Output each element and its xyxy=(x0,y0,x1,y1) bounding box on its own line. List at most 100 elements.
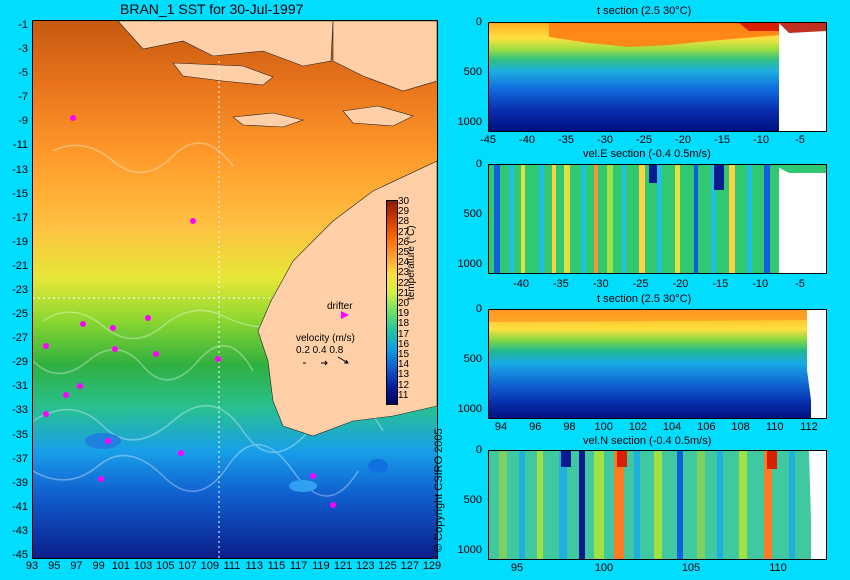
lat-tick-label: -27 xyxy=(12,332,28,345)
lat-tick-label: -33 xyxy=(12,404,28,417)
section-3-x-tick: 102 xyxy=(628,421,648,433)
lon-tick-label: 113 xyxy=(245,560,263,572)
drifter-label: drifter xyxy=(327,301,353,312)
section-1-title: t section (2.5 30°C) xyxy=(597,5,692,17)
section-2-y-axis: 0 500 1000 xyxy=(450,158,486,278)
lon-tick-label: 101 xyxy=(111,560,131,572)
section-3-x-tick: 108 xyxy=(731,421,750,433)
lon-tick-label: 115 xyxy=(267,560,286,572)
colorbar-tick-label: 18 xyxy=(398,318,410,330)
section-1-x-tick: -15 xyxy=(714,134,730,146)
lon-tick-label: 129 xyxy=(422,560,442,572)
section-4-x-tick: 100 xyxy=(594,562,614,574)
lon-tick-label: 103 xyxy=(133,560,153,572)
section-3-x-tick: 104 xyxy=(662,421,682,433)
colorbar-tick-label: 16 xyxy=(398,338,410,350)
section-1-x-tick: -40 xyxy=(519,134,535,146)
colorbar-tick-label: 30 xyxy=(398,196,410,207)
section-4-title: vel.N section (-0.4 0.5m/s) xyxy=(583,435,712,447)
section-4-plot xyxy=(488,450,827,560)
lat-tick-label: -23 xyxy=(12,284,28,296)
lon-tick-label: 95 xyxy=(48,560,61,572)
section-2-x-tick: -40 xyxy=(513,278,529,290)
colorbar-tick-label: 14 xyxy=(398,359,410,371)
lon-tick-label: 97 xyxy=(70,560,83,572)
colorbar-tick-label: 12 xyxy=(398,379,410,391)
lat-tick-label: -3 xyxy=(18,43,28,56)
lon-tick-label: 107 xyxy=(178,560,197,572)
lon-tick-label: 105 xyxy=(156,560,175,572)
lat-tick-label: -11 xyxy=(12,139,28,152)
velocity-label: velocity (m/s) xyxy=(296,333,355,344)
section-2-title: vel.E section (-0.4 0.5m/s) xyxy=(583,148,711,160)
drifter-markers xyxy=(43,115,336,508)
drifter-legend-marker xyxy=(341,311,349,319)
section-1-plot xyxy=(488,22,827,132)
lat-tick-label: -13 xyxy=(12,163,28,176)
colorbar-tick-label: 13 xyxy=(398,369,410,381)
lon-tick-label: 121 xyxy=(333,560,353,572)
section-3-y-tick: 0 xyxy=(475,303,482,315)
section-1-y-tick: 1000 xyxy=(457,116,482,128)
lon-tick-label: 111 xyxy=(223,560,241,572)
velocity-e-stripes xyxy=(494,165,770,273)
colorbar-tick-label: 25 xyxy=(398,247,410,258)
section-2-x-tick: -25 xyxy=(632,278,649,290)
lon-tick-label: 93 xyxy=(25,560,39,572)
latitude-axis: -1 -3 -5 -7 -9 -11 -13 -15 -17 -19 -21 -23 -25 -27 -29… xyxy=(2,19,30,561)
section-2-x-tick: -5 xyxy=(795,278,805,290)
section-2-x-tick: -15 xyxy=(712,278,729,290)
colorbar-tick-label: 22 xyxy=(398,277,410,289)
section-4-y-axis: 0 500 1000 xyxy=(450,444,486,564)
section-4-x-tick: 95 xyxy=(510,562,524,574)
section-2-x-tick: -20 xyxy=(672,278,689,290)
sst-map-image xyxy=(33,21,437,558)
lon-tick-label: 125 xyxy=(378,560,397,572)
section-4-y-tick: 500 xyxy=(463,494,482,506)
lat-tick-label: -5 xyxy=(18,67,28,80)
lat-tick-label: -17 xyxy=(12,211,28,224)
cool-patches xyxy=(85,433,388,492)
section-3-x-tick: 100 xyxy=(594,421,613,433)
section-1-x-tick: -35 xyxy=(558,134,574,146)
lat-tick-label: -1 xyxy=(18,19,28,31)
section-1-x-tick: -5 xyxy=(795,134,805,146)
lat-tick-label: -41 xyxy=(12,500,28,513)
lat-tick-label: -35 xyxy=(12,428,28,441)
section-4-y-tick: 0 xyxy=(475,444,482,456)
lat-tick-label: -37 xyxy=(12,452,28,465)
colorbar-tick-label: 21 xyxy=(398,287,410,299)
colorbar-ticks: 30 29 28 27 26 25 24 23 22 21 20 19 18 17 16 15 14 13 12 11 xyxy=(398,196,418,411)
longitude-axis: 93 95 97 99 101 103 105 107 109 111 113 115 117 119 12… xyxy=(0,560,441,576)
section-3-x-tick: 94 xyxy=(494,421,508,433)
lat-tick-label: -39 xyxy=(12,476,28,489)
section-3-x-tick: 96 xyxy=(529,421,542,433)
lat-tick-label: -9 xyxy=(18,115,28,128)
section-4-y-tick: 1000 xyxy=(457,544,482,556)
section-2-y-tick: 1000 xyxy=(457,258,482,270)
section-3-plot xyxy=(488,309,827,419)
section-2-y-tick: 0 xyxy=(475,158,482,170)
lat-tick-label: -7 xyxy=(18,91,28,104)
colorbar-tick-label: 26 xyxy=(398,236,410,248)
section-4-x-axis: 95 100 105 110 xyxy=(478,562,838,576)
lon-tick-label: 123 xyxy=(356,560,375,572)
velocity-legend-arrows xyxy=(303,356,349,366)
colorbar-tick-label: 28 xyxy=(398,216,410,228)
section-3-y-tick: 500 xyxy=(463,353,482,365)
section-1-x-tick: -30 xyxy=(597,134,613,146)
section-3-x-tick: 110 xyxy=(765,421,784,433)
lat-tick-label: -19 xyxy=(12,235,28,248)
section-3-y-axis: 0 500 1000 xyxy=(450,303,486,423)
colorbar-tick-label: 17 xyxy=(398,328,410,340)
section-1-y-tick: 0 xyxy=(475,16,482,28)
colorbar-tick-label: 15 xyxy=(398,349,410,360)
section-3-x-axis: 94 96 98 100 102 104 106 108 110 112 xyxy=(478,421,838,435)
section-2-x-tick: -35 xyxy=(552,278,569,290)
lat-tick-label: -45 xyxy=(12,549,28,561)
colorbar-label: temperature (°C) xyxy=(406,225,417,300)
section-3-x-tick: 106 xyxy=(697,421,716,433)
section-1-x-tick: -20 xyxy=(675,134,691,146)
section-4-x-tick: 105 xyxy=(681,562,701,574)
section-4-x-tick: 110 xyxy=(769,562,787,574)
